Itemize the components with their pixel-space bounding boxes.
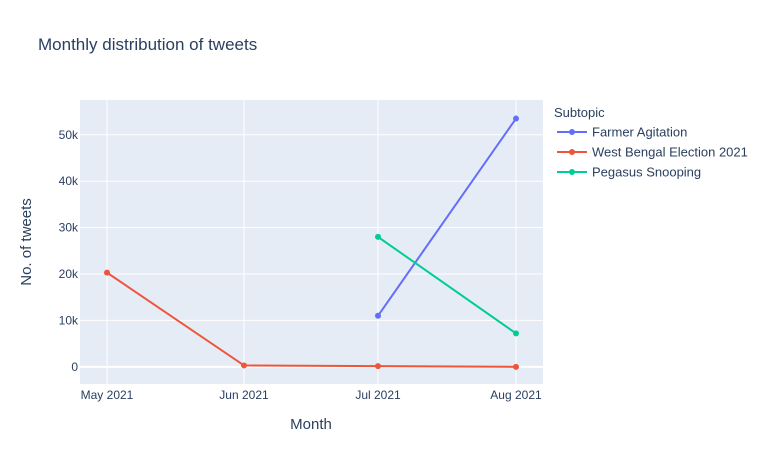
x-axis-title: Month xyxy=(290,416,332,433)
x-tick-label: Jul 2021 xyxy=(355,388,401,402)
y-axis-title: No. of tweets xyxy=(18,198,35,286)
legend-title: Subtopic xyxy=(554,105,605,120)
data-point xyxy=(375,363,381,370)
data-point xyxy=(104,269,110,276)
legend-item-label: Pegasus Snooping xyxy=(592,165,701,180)
data-point xyxy=(375,312,381,319)
data-point xyxy=(241,362,247,369)
y-tick-label: 40k xyxy=(59,174,79,188)
data-point xyxy=(375,233,381,240)
legend-swatch-marker xyxy=(569,169,575,175)
y-tick-label: 0 xyxy=(71,360,78,374)
y-tick-label: 30k xyxy=(59,221,79,235)
legend: Subtopic Farmer Agitation West Bengal Ele… xyxy=(554,105,748,180)
series-line xyxy=(106,271,517,368)
series-line xyxy=(377,236,517,335)
y-axis-ticks: 0 10k 20k 30k 40k 50k xyxy=(59,128,79,374)
legend-swatch-marker xyxy=(569,149,575,155)
legend-swatch-marker xyxy=(569,129,575,135)
legend-item-label: Farmer Agitation xyxy=(592,125,687,140)
y-tick-label: 50k xyxy=(59,128,79,142)
x-tick-label: Aug 2021 xyxy=(490,388,542,402)
plot-area xyxy=(80,100,543,384)
series-layer xyxy=(104,115,519,370)
y-tick-label: 20k xyxy=(59,267,79,281)
y-tick-label: 10k xyxy=(59,313,79,327)
data-point xyxy=(513,115,519,122)
series-line xyxy=(377,117,517,317)
x-tick-label: Jun 2021 xyxy=(219,388,269,402)
x-tick-label: May 2021 xyxy=(81,388,134,402)
x-axis-ticks: May 2021 Jun 2021 Jul 2021 Aug 2021 xyxy=(81,388,542,402)
gridlines xyxy=(80,100,543,384)
data-point xyxy=(513,330,519,337)
data-point xyxy=(513,363,519,370)
legend-item-label: West Bengal Election 2021 xyxy=(592,145,748,160)
chart-title: Monthly distribution of tweets xyxy=(38,35,257,54)
